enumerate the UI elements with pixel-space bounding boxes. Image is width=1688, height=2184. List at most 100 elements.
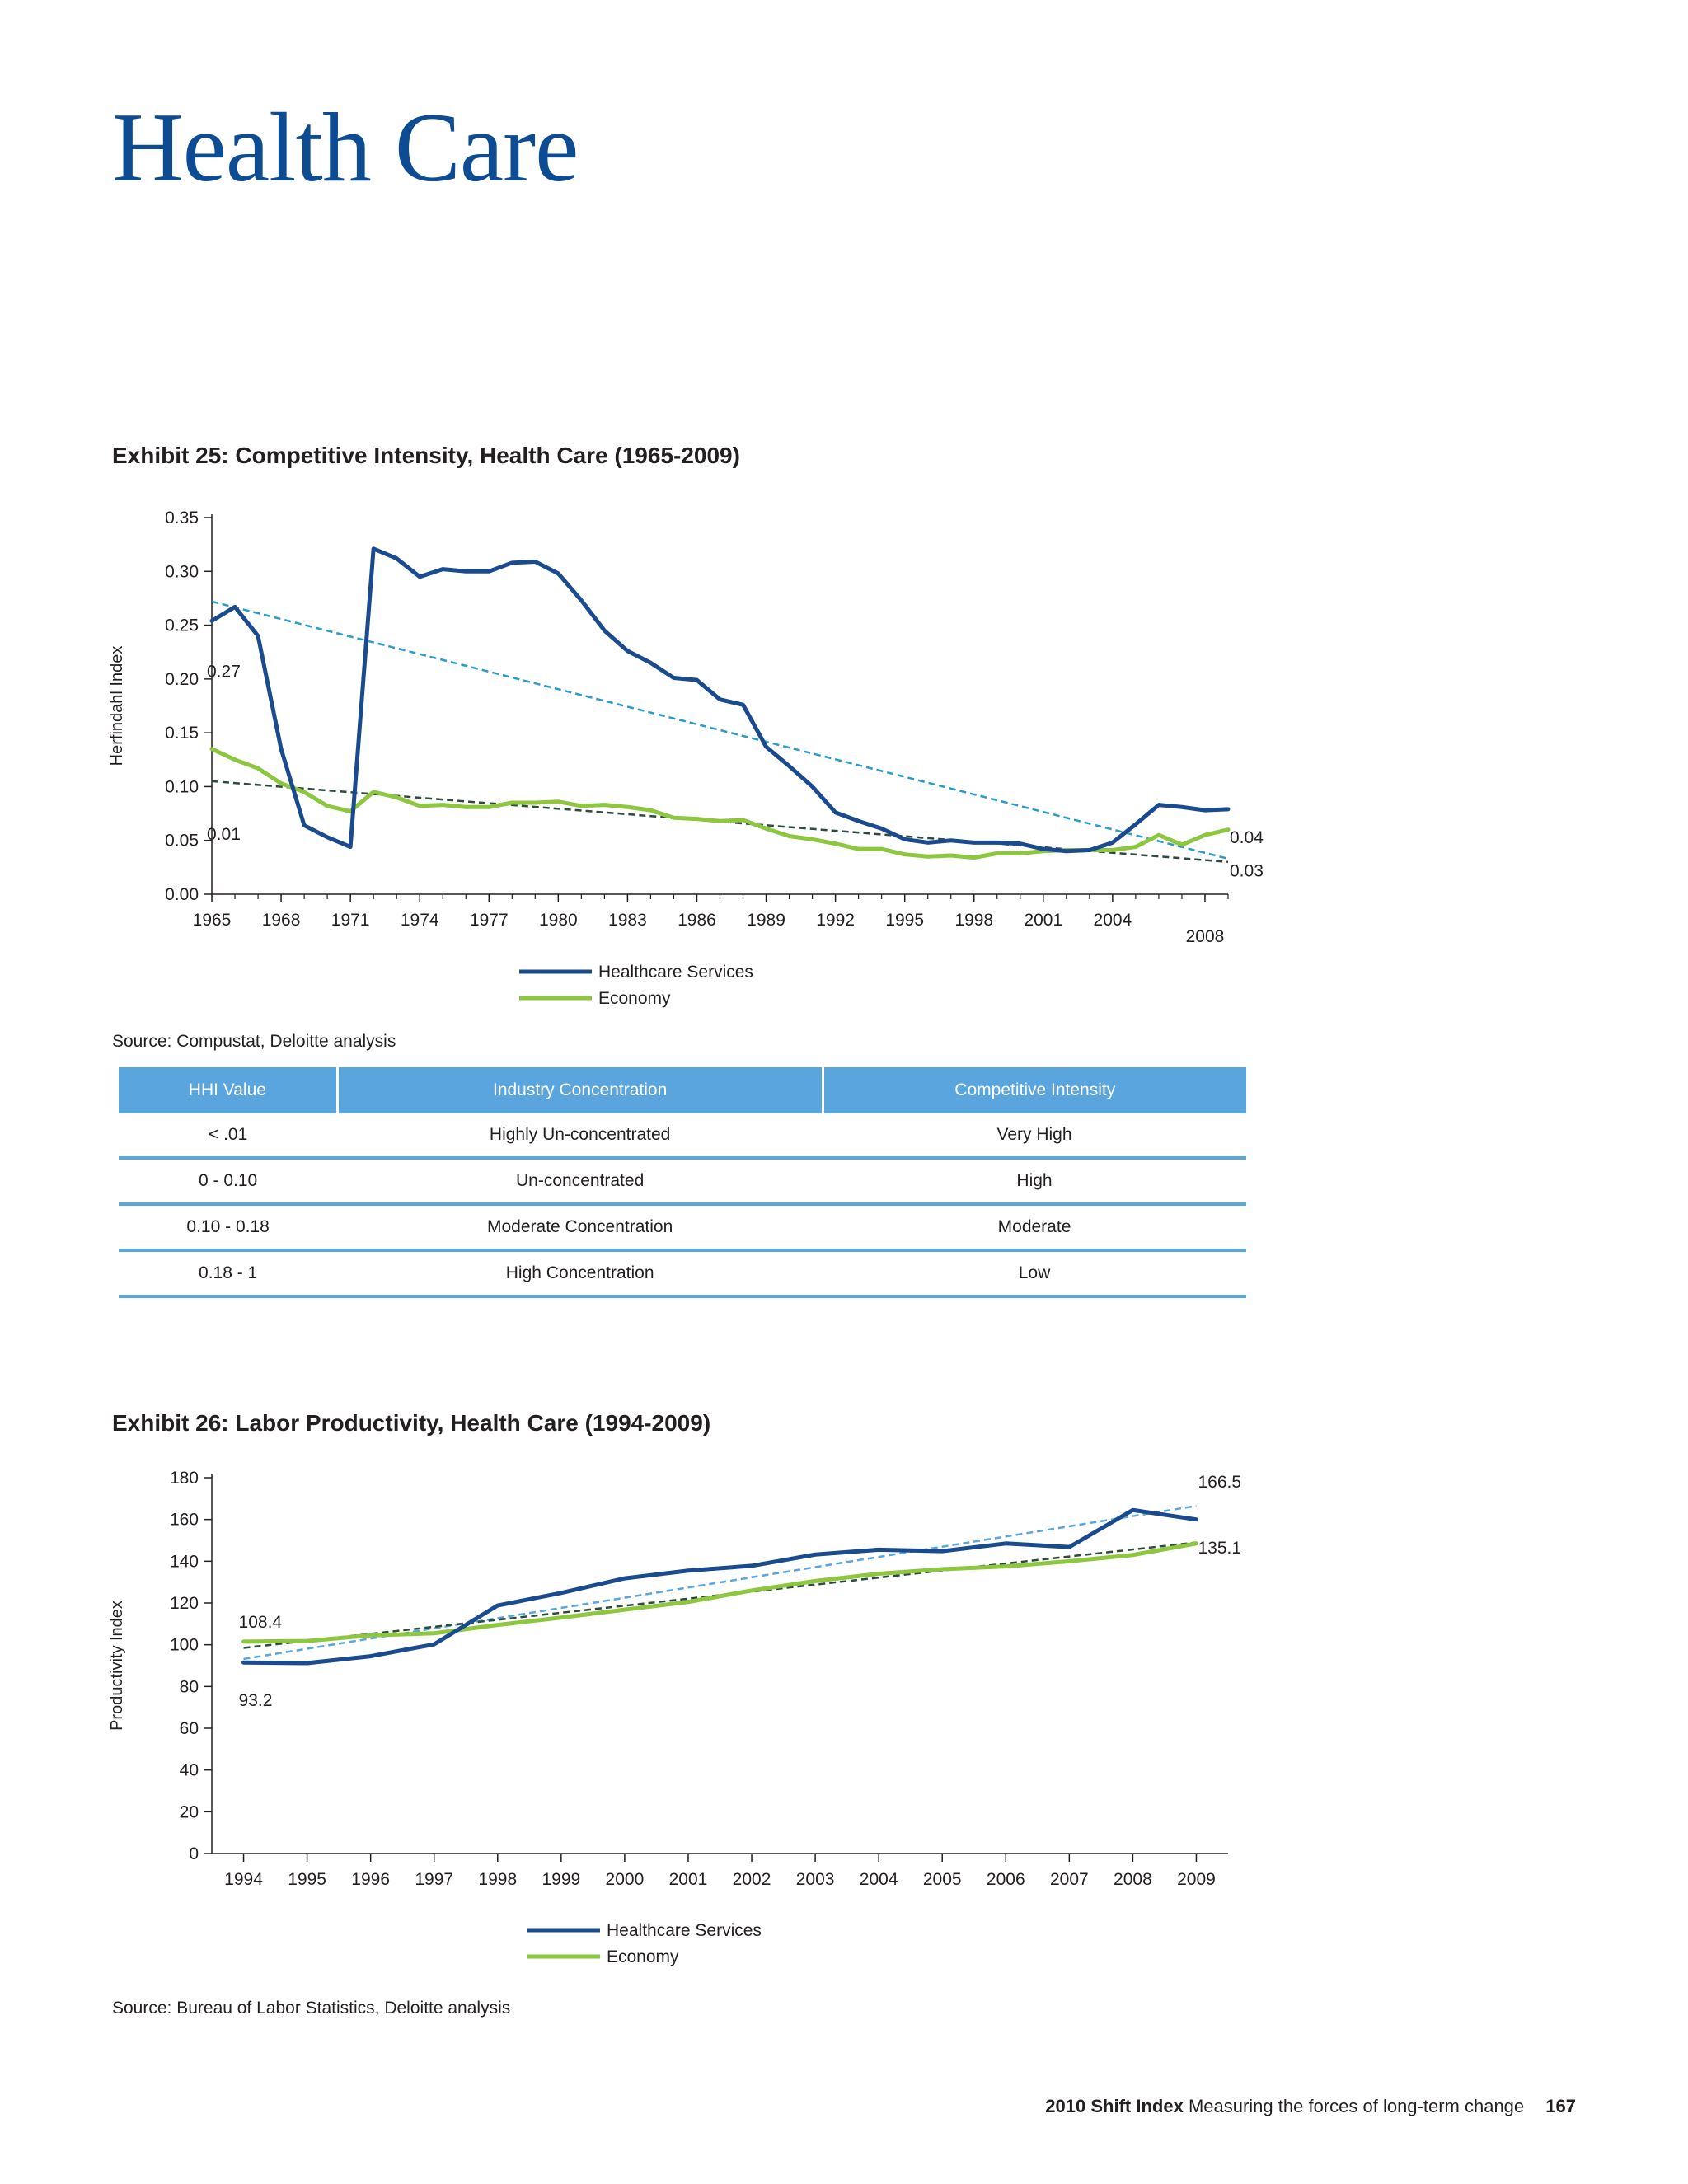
y-tick-label: 120	[170, 1594, 199, 1613]
x-tick-label: 1983	[608, 911, 647, 930]
series-line-healthcare-services	[209, 546, 1231, 854]
x-tick-label: 1971	[331, 911, 370, 930]
concentration-cell: Moderate Concentration	[337, 1204, 823, 1252]
x-tick-label: 1998	[954, 911, 993, 930]
x-tick-label: 1996	[351, 1870, 390, 1889]
concentration-cell: Un-concentrated	[337, 1158, 823, 1206]
hhi-table: HHI Value Industry Concentration Competi…	[119, 1067, 1246, 1298]
x-tick-label: 1986	[678, 911, 716, 930]
y-tick-label: 0.30	[165, 562, 199, 581]
exhibit-26-title: Exhibit 26: Labor Productivity, Health C…	[112, 1410, 711, 1436]
data-annotation: 0.01	[207, 825, 241, 844]
hhi-header-hhi-value: HHI Value	[119, 1067, 338, 1113]
hhi-value-cell: 0 - 0.10	[119, 1158, 338, 1206]
x-tick-label: 2008	[1114, 1870, 1152, 1889]
x-tick-label: 1989	[747, 911, 785, 930]
y-axis-label: Productivity Index	[108, 1601, 126, 1731]
x-tick-label: 1994	[224, 1870, 263, 1889]
labor-productivity-chart: 0 20 40 60 80 100 120 140 160 180 1994 1995 1996 1997…	[108, 1469, 1241, 1966]
x-tick-label: 2006	[987, 1870, 1025, 1889]
data-annotation: 0.03	[1230, 861, 1264, 880]
x-tick-label: 1965	[193, 911, 232, 930]
x-tick-label: 2002	[733, 1870, 771, 1889]
x-tick-label: 1998	[478, 1870, 517, 1889]
exhibit-25-source: Source: Compustat, Deloitte analysis	[112, 1032, 396, 1051]
y-tick-label: 80	[180, 1677, 199, 1696]
competitive-intensity-chart: 0.00 0.05 0.10 0.15 0.20 0.25 0.30 0.35 1965 1968…	[108, 509, 1264, 1008]
series-line-economy	[241, 1541, 1198, 1644]
x-tick-label: 2005	[923, 1870, 962, 1889]
x-tick-label: 2000	[606, 1870, 645, 1889]
legend-label-healthcare-services: Healthcare Services	[607, 1921, 762, 1940]
table-row: 0.10 - 0.18 Moderate Concentration Moder…	[119, 1204, 1246, 1252]
y-tick-label: 0	[189, 1844, 199, 1863]
y-tick-label: 100	[170, 1636, 199, 1655]
x-tick-label: 2008	[1186, 927, 1225, 946]
data-annotation: 93.2	[239, 1691, 273, 1710]
x-tick-label: 2009	[1177, 1870, 1216, 1889]
y-tick-label: 20	[180, 1802, 199, 1821]
hhi-value-cell: < .01	[119, 1113, 338, 1160]
series-line-healthcare-services	[241, 1507, 1198, 1666]
x-tick-label: 2003	[796, 1870, 835, 1889]
y-tick-label: 0.15	[165, 724, 199, 743]
y-tick-label: 180	[170, 1469, 199, 1488]
data-annotation: 0.27	[207, 663, 241, 682]
data-annotation: 108.4	[239, 1613, 283, 1632]
x-tick-label: 2004	[1094, 911, 1132, 930]
table-row: 0.18 - 1 High Concentration Low	[119, 1250, 1246, 1298]
x-tick-label: 1995	[288, 1870, 326, 1889]
y-tick-label: 0.00	[165, 885, 199, 904]
legend-label-economy: Economy	[598, 989, 671, 1008]
legend-label-economy: Economy	[607, 1947, 679, 1966]
trendline-healthcare-services	[211, 600, 1229, 860]
intensity-cell: Very High	[823, 1113, 1246, 1160]
y-axis-label: Herfindahl Index	[108, 646, 126, 766]
exhibit-25-title: Exhibit 25: Competitive Intensity, Healt…	[112, 443, 740, 468]
x-tick-label: 1980	[539, 911, 578, 930]
exhibit-26-source: Source: Bureau of Labor Statistics, Delo…	[112, 1999, 511, 2018]
x-tick-label: 2004	[860, 1870, 898, 1889]
x-tick-label: 1997	[415, 1870, 453, 1889]
page-title: Health Care	[112, 92, 579, 202]
intensity-cell: Low	[823, 1250, 1246, 1298]
table-row: < .01 Highly Un-concentrated Very High	[119, 1113, 1246, 1160]
y-tick-label: 0.20	[165, 670, 199, 689]
y-tick-label: 0.25	[165, 616, 199, 635]
intensity-cell: Moderate	[823, 1204, 1246, 1252]
y-tick-label: 0.05	[165, 832, 199, 851]
y-tick-label: 140	[170, 1552, 199, 1571]
footer-tagline: Measuring the forces of long-term change	[1188, 2096, 1525, 2116]
hhi-table-header-row: HHI Value Industry Concentration Competi…	[119, 1067, 1246, 1113]
x-tick-label: 1974	[401, 911, 439, 930]
hhi-header-competitive-intensity: Competitive Intensity	[821, 1067, 1246, 1113]
page-footer: 2010 Shift Index Measuring the forces of…	[1045, 2096, 1576, 2117]
hhi-header-industry-concentration: Industry Concentration	[335, 1067, 823, 1113]
data-annotation: 166.5	[1198, 1473, 1241, 1492]
y-tick-label: 0.10	[165, 777, 199, 796]
page-number: 167	[1545, 2096, 1576, 2116]
data-annotation: 135.1	[1198, 1539, 1241, 1558]
x-tick-label: 2001	[1024, 911, 1062, 930]
footer-brand: 2010 Shift Index	[1045, 2096, 1184, 2116]
legend-label-healthcare-services: Healthcare Services	[598, 963, 753, 982]
x-tick-label: 1999	[542, 1870, 580, 1889]
x-tick-label: 2001	[669, 1870, 708, 1889]
trendline-economy	[243, 1541, 1197, 1649]
hhi-value-cell: 0.10 - 0.18	[119, 1204, 338, 1252]
x-tick-label: 1977	[470, 911, 509, 930]
y-tick-label: 0.35	[165, 509, 199, 527]
x-tick-label: 2007	[1050, 1870, 1089, 1889]
x-tick-label: 1992	[816, 911, 855, 930]
intensity-cell: High	[823, 1158, 1246, 1206]
hhi-value-cell: 0.18 - 1	[119, 1250, 338, 1298]
y-tick-label: 40	[180, 1761, 199, 1780]
table-row: 0 - 0.10 Un-concentrated High	[119, 1158, 1246, 1206]
series-line-economy	[209, 747, 1231, 860]
x-tick-label: 1995	[885, 911, 924, 930]
data-annotation: 0.04	[1230, 828, 1264, 847]
y-tick-label: 160	[170, 1511, 199, 1530]
concentration-cell: Highly Un-concentrated	[337, 1113, 823, 1160]
x-tick-label: 1968	[262, 911, 301, 930]
concentration-cell: High Concentration	[337, 1250, 823, 1298]
